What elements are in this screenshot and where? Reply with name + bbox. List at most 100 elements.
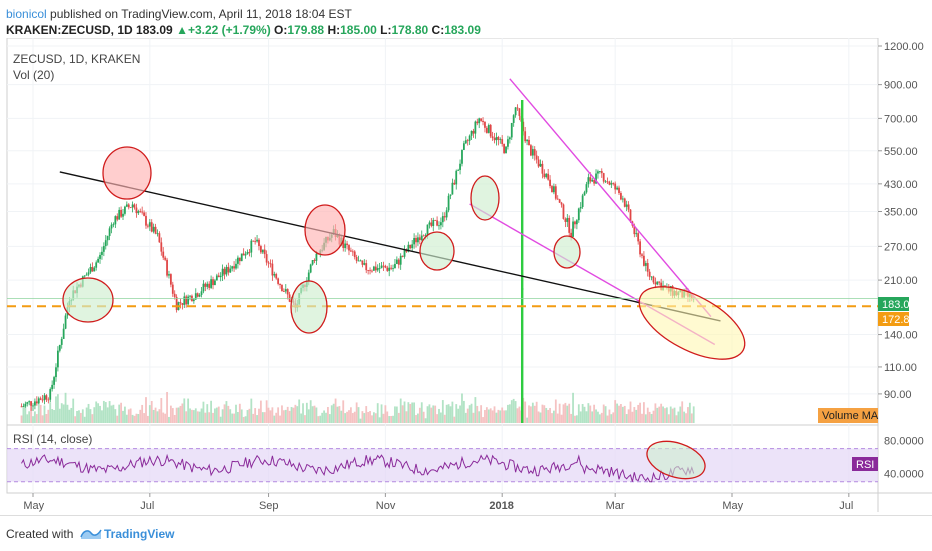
candle-body	[426, 224, 429, 236]
volume-bar	[552, 410, 555, 423]
candle-body	[413, 237, 415, 245]
volume-bar	[336, 406, 339, 423]
candle-body	[447, 195, 450, 211]
volume-bar	[554, 399, 557, 423]
last-price: 183.09	[136, 23, 173, 37]
candle-body	[499, 139, 502, 140]
candle-body	[566, 217, 569, 222]
volume-bar	[528, 405, 530, 423]
volume-bar	[147, 415, 149, 423]
candle-body	[575, 220, 578, 225]
candle-body	[445, 210, 448, 218]
volume-bar	[644, 414, 647, 423]
candle-body	[485, 127, 488, 133]
price-tick-label: 140.00	[884, 330, 918, 342]
candle-body	[110, 224, 113, 229]
candle-body	[652, 276, 655, 283]
candle-body	[470, 130, 473, 136]
candle-body	[221, 268, 224, 276]
candle-body	[514, 107, 517, 116]
volume-bar	[363, 413, 366, 423]
volume-bar	[148, 405, 151, 423]
price-axis[interactable]: 1200.00 900.00 700.00 550.00 430.00 350.00 270…	[878, 41, 924, 401]
volume-bar	[183, 398, 186, 423]
author-link[interactable]: bionicol	[6, 7, 47, 21]
volume-bar	[265, 400, 268, 423]
time-axis[interactable]: May Jul Sep Nov 2018 Mar May Jul	[23, 493, 853, 512]
volume-bar	[652, 410, 655, 423]
volume-bar	[422, 411, 425, 423]
candle-body	[422, 235, 425, 237]
volume-bar	[152, 409, 155, 423]
price-tick-label: 430.00	[884, 179, 918, 191]
volume-bar	[564, 402, 567, 423]
ellipse-feb	[553, 235, 581, 269]
candle-body	[307, 272, 310, 282]
tradingview-brand[interactable]: TradingView	[104, 527, 175, 541]
candle-body	[635, 233, 638, 235]
candle-body	[656, 281, 659, 285]
volume-bar	[403, 401, 406, 423]
candle-body	[549, 179, 551, 187]
candle-body	[233, 266, 235, 269]
chart-canvas[interactable]: 1200.00 900.00 700.00 550.00 430.00 350.00 270…	[0, 38, 932, 515]
volume-bar	[229, 409, 232, 423]
candle-body	[478, 118, 481, 124]
candle-body	[223, 268, 226, 275]
candle-body	[267, 262, 270, 264]
candle-body	[141, 211, 144, 213]
volume-bar	[620, 404, 622, 423]
candle-body	[507, 139, 509, 147]
candle-body	[204, 283, 207, 287]
volume-bar	[177, 407, 180, 423]
volume-bar	[459, 405, 461, 423]
volume-bar	[68, 409, 71, 423]
volume-bar	[558, 403, 561, 423]
volume-bar	[108, 401, 111, 423]
candle-body	[215, 275, 218, 281]
candle-body	[104, 240, 107, 247]
candle-body	[212, 279, 214, 286]
candle-body	[353, 251, 356, 258]
volume-bar	[560, 414, 563, 423]
tradingview-logo-icon	[80, 529, 102, 539]
volume-bar	[328, 414, 331, 423]
volume-bar	[453, 416, 456, 423]
candle-body	[376, 268, 379, 271]
candle-body	[554, 186, 557, 199]
volume-bar	[376, 403, 379, 423]
volume-bar	[304, 415, 306, 423]
candle-body	[627, 204, 630, 210]
candle-body	[275, 274, 278, 279]
volume-bar	[279, 415, 281, 423]
volume-bar	[129, 408, 132, 423]
candle-body	[658, 281, 661, 283]
volume-bar	[217, 406, 220, 423]
candle-body	[242, 253, 245, 256]
candle-body	[650, 276, 653, 278]
volume-bar	[623, 405, 626, 423]
volume-bar	[392, 415, 394, 423]
volume-bar	[173, 414, 176, 423]
candle-body	[453, 182, 456, 185]
candle-body	[30, 401, 32, 406]
volume-bar	[493, 406, 496, 423]
volume-bar	[51, 409, 54, 423]
candle-body	[378, 268, 381, 269]
candle-body	[417, 237, 419, 243]
candle-body	[135, 207, 138, 214]
pane-title: ZECUSD, 1D, KRAKEN	[13, 52, 140, 66]
volume-bar	[679, 406, 682, 423]
candle-body	[468, 135, 471, 141]
candle-body	[474, 121, 477, 134]
candle-body	[593, 179, 596, 184]
volume-bar	[313, 405, 316, 423]
volume-bar	[330, 405, 333, 423]
volume-bar	[41, 415, 44, 423]
volume-bar	[654, 403, 657, 423]
rsi-tick-label: 40.0000	[884, 468, 924, 480]
volume-bar	[58, 408, 61, 423]
volume-bar	[35, 414, 38, 423]
candle-body	[246, 251, 249, 255]
volume-bars	[20, 288, 695, 423]
